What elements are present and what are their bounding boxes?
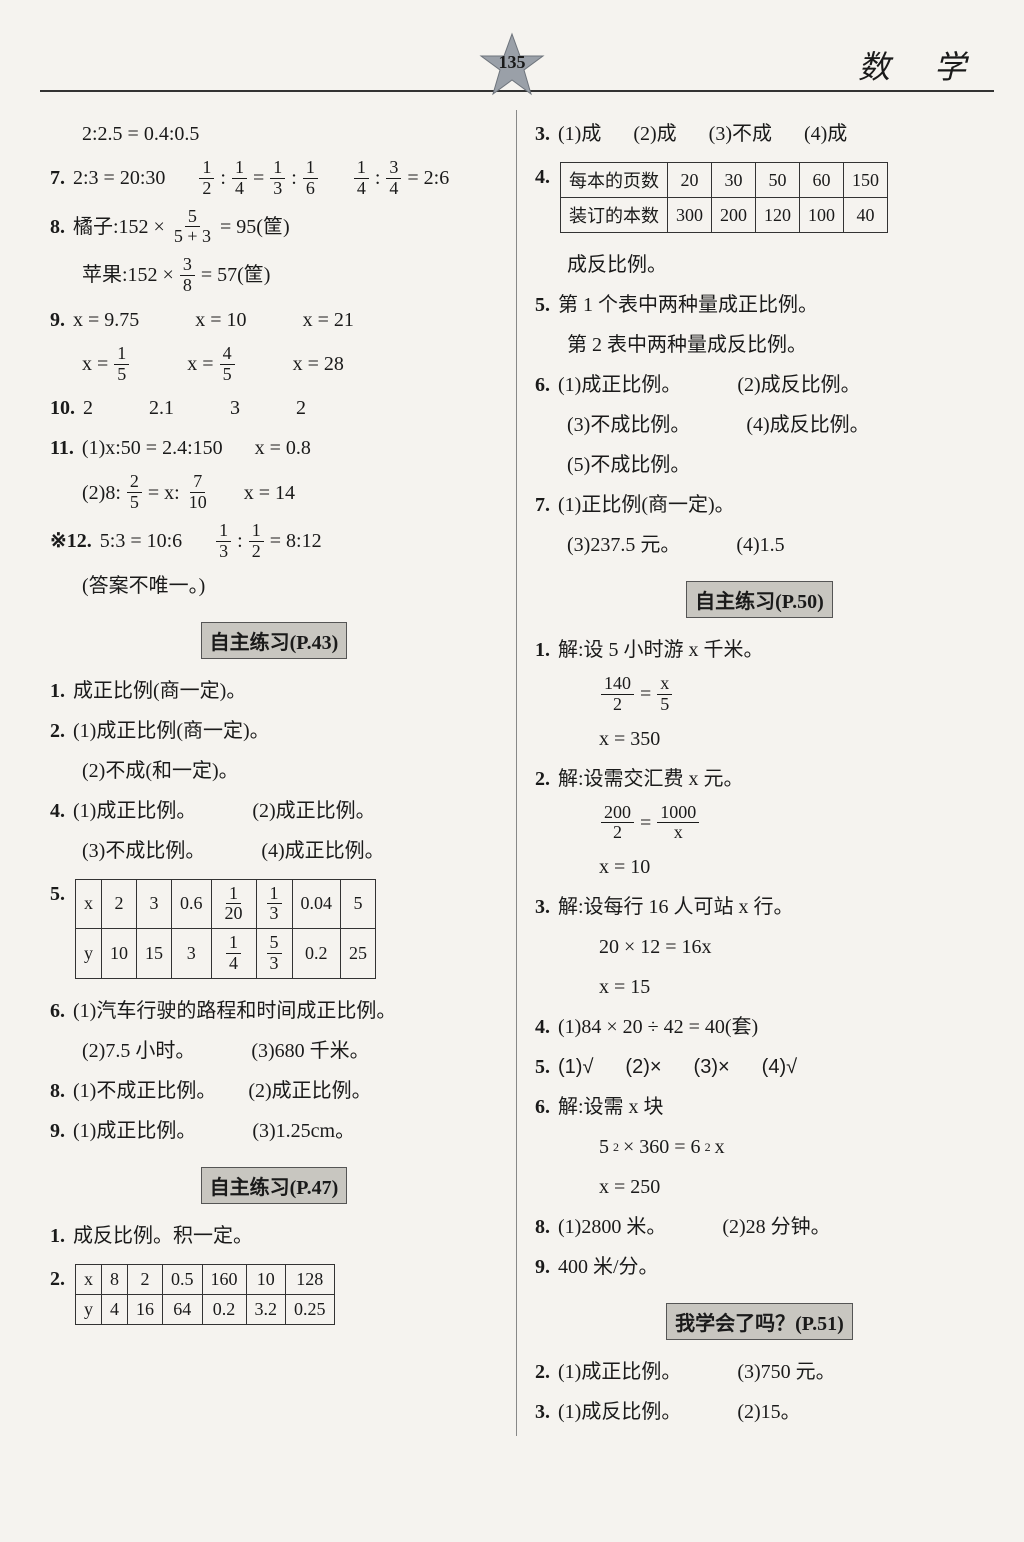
p50-q3c: x = 15 — [535, 971, 984, 1003]
r-q3: 3. (1)成 (2)成 (3)不成 (4)成 — [535, 118, 984, 150]
r-q5a: 5.第 1 个表中两种量成正比例。 — [535, 289, 984, 321]
p43-q4b: (3)不成比例。(4)成正比例。 — [50, 835, 498, 867]
q8-line2: 苹果:152 × 38 = 57(筐) — [50, 255, 498, 296]
section-header-p43: 自主练习(P.43) — [201, 622, 348, 659]
p43-q1: 1.成正比例(商一定)。 — [50, 675, 498, 707]
p43-q2b: (2)不成(和一定)。 — [50, 755, 498, 787]
left-column: 2:2.5 = 0.4:0.5 7. 2:3 = 20:30 12: 14 = … — [40, 110, 517, 1436]
p50-q1-eq: 1402 = x5 — [535, 674, 984, 715]
q9-line1: 9. x = 9.75 x = 10 x = 21 — [50, 304, 498, 336]
p43-q6a: 6.(1)汽车行驶的路程和时间成正比例。 — [50, 995, 498, 1027]
p50-q3b: 20 × 12 = 16x — [535, 931, 984, 963]
r-q6a: 6.(1)成正比例。(2)成反比例。 — [535, 369, 984, 401]
q7: 7. 2:3 = 20:30 12: 14 = 13: 16 14: 34 = … — [50, 158, 498, 199]
table-q2: x820.516010128 y416640.23.20.25 — [75, 1264, 335, 1325]
q11-line2: (2)8: 25 = x: 710 x = 14 — [50, 472, 498, 513]
p50-q6: 6.解:设需 x 块 — [535, 1091, 984, 1123]
section-header-p51: 我学会了吗？(P.51) — [666, 1303, 853, 1340]
q9-line2: x = 15 x = 45 x = 28 — [50, 344, 498, 385]
p51-q3: 3.(1)成反比例。(2)15。 — [535, 1396, 984, 1428]
p50-q1-r: x = 350 — [535, 723, 984, 755]
p50-q3: 3.解:设每行 16 人可站 x 行。 — [535, 891, 984, 923]
content-columns: 2:2.5 = 0.4:0.5 7. 2:3 = 20:30 12: 14 = … — [40, 110, 994, 1436]
p50-q6b: 52 × 360 = 62x — [535, 1131, 984, 1163]
q11-line1: 11. (1)x:50 = 2.4:150 x = 0.8 — [50, 432, 498, 464]
r-q6b: (3)不成比例。(4)成反比例。 — [535, 409, 984, 441]
r-q7a: 7.(1)正比例(商一定)。 — [535, 489, 984, 521]
p50-q9: 9.400 米/分。 — [535, 1251, 984, 1283]
p51-q2: 2.(1)成正比例。(3)750 元。 — [535, 1356, 984, 1388]
p43-q9: 9.(1)成正比例。(3)1.25cm。 — [50, 1115, 498, 1147]
text-line: 2:2.5 = 0.4:0.5 — [50, 118, 498, 150]
subject-title: 数 学 — [858, 42, 984, 88]
p50-q2-eq: 2002 = 1000x — [535, 803, 984, 844]
p50-q2-r: x = 10 — [535, 851, 984, 883]
page-number: 135 — [499, 52, 526, 73]
r-q4t: 成反比例。 — [535, 249, 984, 281]
p50-q4: 4.(1)84 × 20 ÷ 42 = 40(套) — [535, 1011, 984, 1043]
p43-q2a: 2.(1)成正比例(商一定)。 — [50, 715, 498, 747]
p43-q6b: (2)7.5 小时。(3)680 千米。 — [50, 1035, 498, 1067]
p50-q5: 5. (1)√ (2)× (3)× (4)√ — [535, 1051, 984, 1083]
p50-q2: 2.解:设需交汇费 x 元。 — [535, 763, 984, 795]
q12-line2: (答案不唯一。) — [50, 570, 498, 602]
r-q6c: (5)不成比例。 — [535, 449, 984, 481]
right-column: 3. (1)成 (2)成 (3)不成 (4)成 4. 每本的页数20305060… — [517, 110, 994, 1436]
p50-q6c: x = 250 — [535, 1171, 984, 1203]
p50-q8: 8.(1)2800 米。(2)28 分钟。 — [535, 1211, 984, 1243]
q12-line1: ※12. 5:3 = 10:6 13: 12 = 8:12 — [50, 521, 498, 562]
section-header-p50: 自主练习(P.50) — [686, 581, 833, 618]
p50-q1: 1.解:设 5 小时游 x 千米。 — [535, 634, 984, 666]
q10: 10. 2 2.1 3 2 — [50, 392, 498, 424]
p43-q5: 5. x230.6 120 13 0.045 y10153 14 53 0.22… — [50, 875, 498, 987]
r-q7b: (3)237.5 元。(4)1.5 — [535, 529, 984, 561]
section-header-p47: 自主练习(P.47) — [201, 1167, 348, 1204]
r-q4: 4. 每本的页数20305060150 装订的本数30020012010040 — [535, 158, 984, 241]
table-q5: x230.6 120 13 0.045 y10153 14 53 0.225 — [75, 879, 376, 979]
p47-q2: 2. x820.516010128 y416640.23.20.25 — [50, 1260, 498, 1333]
r-q5b: 第 2 表中两种量成反比例。 — [535, 329, 984, 361]
p43-q4a: 4.(1)成正比例。(2)成正比例。 — [50, 795, 498, 827]
table-q4: 每本的页数20305060150 装订的本数30020012010040 — [560, 162, 888, 233]
p43-q8: 8.(1)不成正比例。(2)成正比例。 — [50, 1075, 498, 1107]
q8-line1: 8. 橘子:152 × 55 + 3 = 95(筐) — [50, 207, 498, 248]
p47-q1: 1.成反比例。积一定。 — [50, 1220, 498, 1252]
